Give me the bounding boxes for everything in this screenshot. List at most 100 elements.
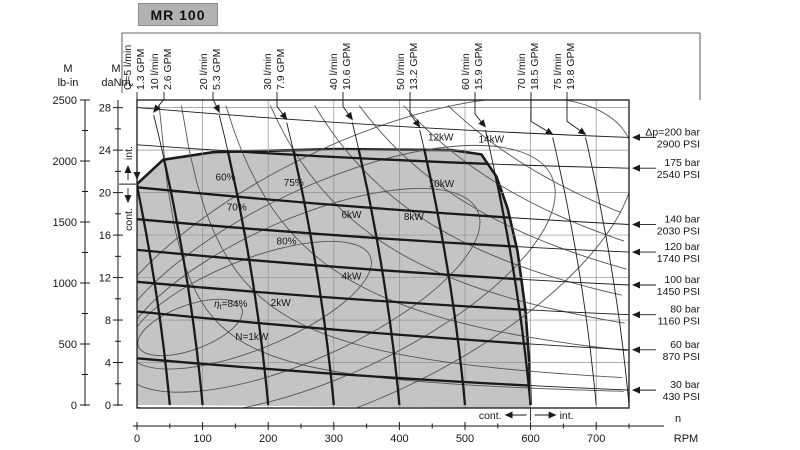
tick-label: 0 (105, 400, 111, 412)
pressure-line (137, 107, 629, 138)
power-label: 10kW (429, 179, 455, 190)
y-axis-danm (113, 100, 123, 406)
power-curve (158, 105, 624, 392)
pressure-line-thick (137, 357, 531, 392)
flow-label-gpm: 2.6 GPM (162, 49, 174, 90)
flow-arrow (276, 92, 288, 121)
flow-label-gpm: 18.5 GPM (529, 43, 541, 90)
pressure-line-thick (137, 108, 629, 138)
efficiency-contour (137, 240, 372, 370)
flow-label-lpm: 50 l/min (395, 53, 407, 90)
pressure-label-bar: 140 bar (664, 213, 700, 225)
power-label: 12kW (428, 132, 454, 143)
flow-label-lpm: 60 l/min (460, 53, 472, 90)
tick-label: 2000 (53, 156, 77, 168)
flow-label-gpm: 1.3 GPM (135, 49, 147, 90)
x-axis-unit: RPM (674, 433, 698, 445)
tick-label: 300 (325, 433, 343, 445)
tick-label: 1000 (53, 278, 77, 290)
flow-label-gpm: 5.3 GPM (211, 49, 223, 90)
tick-label: 20 (99, 188, 111, 200)
flow-arrow (212, 92, 220, 114)
power-label: N=1kW (235, 332, 269, 343)
flow-line-thick (285, 149, 335, 406)
pressure-label-psi: 1450 PSI (657, 286, 700, 298)
cont-label: cont. (479, 410, 502, 422)
tick-label: 16 (99, 230, 111, 242)
grid (137, 100, 629, 408)
power-label: 14kW (478, 135, 504, 146)
power-curve (403, 105, 625, 242)
flow-line-thick (418, 149, 467, 406)
pressure-line-thick (137, 248, 531, 287)
flow-line-thick (152, 149, 204, 406)
flow-line-thick (484, 149, 531, 406)
flow-line-thick (553, 137, 597, 405)
power-label: 6kW (342, 210, 363, 221)
cont-int-marker-bottom: cont. int. (479, 408, 574, 422)
pressure-label-psi: 2030 PSI (657, 225, 700, 237)
pressure-line-thick (137, 218, 531, 254)
axis-header: M (63, 63, 72, 75)
power-label: 2kW (271, 298, 292, 309)
int-label: int. (123, 146, 135, 160)
curve-labels: N=1kW 2kW 4kW 6kW 8kW 10kW 12kW 14kW 60% 70% 75% 80… (214, 132, 504, 343)
pressure-label-bar: 80 bar (670, 304, 700, 316)
flow-line (552, 137, 597, 406)
continuous-zone-boundary (136, 147, 532, 406)
flow-arrow (530, 92, 554, 135)
flow-label-gpm: 13.2 GPM (408, 43, 420, 90)
efficiency-label: ηt=84% (214, 299, 247, 311)
tick-label: 0 (134, 433, 140, 445)
axis-header: M (111, 63, 120, 75)
flow-arrow (342, 92, 353, 121)
tick-label: 100 (193, 433, 211, 445)
power-curve (225, 105, 628, 352)
y-axis-lbin (80, 99, 90, 406)
pressure-label-bar: Δp=200 bar (645, 126, 700, 138)
pressure-line-thick (137, 280, 531, 316)
tick-label: 12 (99, 273, 111, 285)
flow-label-lpm: Q=5 l/min (122, 45, 134, 90)
tick-label: 2500 (53, 95, 77, 107)
flow-label-lpm: 70 l/min (516, 53, 528, 90)
pressure-label-bar: 60 bar (670, 339, 700, 351)
tick-label: 28 (99, 103, 111, 115)
flow-label-block: Q=5 l/min 1.3 GPM 10 l/min 2.6 GPM 20 l/min 5… (121, 32, 701, 180)
flow-arrow (409, 92, 421, 128)
page-title: MR 100 (138, 3, 218, 26)
pressure-label-bar: 100 bar (664, 274, 700, 286)
flow-label-gpm: 19.8 GPM (565, 43, 577, 90)
cont-int-marker-left: int. cont. (119, 146, 136, 231)
efficiency-label: 70% (227, 202, 247, 213)
flow-label-lpm: 30 l/min (262, 53, 274, 90)
axis-header: lb-in (58, 77, 79, 89)
flow-line (585, 137, 629, 406)
power-curve (358, 105, 627, 270)
tick-label: 500 (456, 433, 474, 445)
flow-label-gpm: 10.6 GPM (341, 43, 353, 90)
efficiency-contour (137, 144, 556, 408)
tick-label: 4 (105, 358, 111, 370)
pressure-label-psi: 1740 PSI (657, 253, 700, 265)
pressure-label-psi: 870 PSI (663, 351, 700, 363)
flow-arrow (474, 92, 486, 128)
int-label: int. (560, 410, 574, 422)
pressure-line-thick (137, 186, 531, 226)
tick-label: 0 (71, 400, 77, 412)
pressure-line-thick (137, 310, 531, 351)
flow-line-thick (351, 149, 401, 406)
flow-lines-continuous (137, 137, 597, 406)
tick-label: 500 (59, 339, 77, 351)
axis-header: daNm (101, 77, 130, 89)
flow-arrow (153, 92, 165, 113)
flow-label-lpm: 75 l/min (552, 53, 564, 90)
flow-label-lpm: 40 l/min (328, 53, 340, 90)
pressure-label-bar: 175 bar (664, 157, 700, 169)
tick-label: 200 (259, 433, 277, 445)
efficiency-label: 80% (277, 236, 297, 247)
